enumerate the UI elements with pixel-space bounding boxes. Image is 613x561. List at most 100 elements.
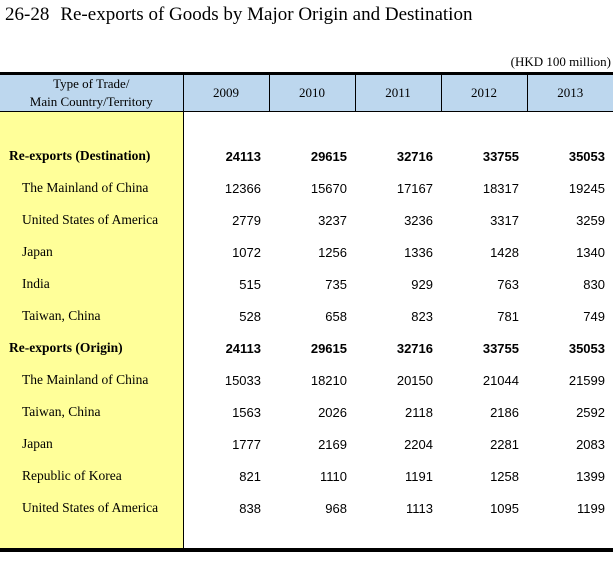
value-cell: 830 <box>583 276 605 292</box>
value-cell: 1428 <box>490 244 519 260</box>
value-cell: 1336 <box>404 244 433 260</box>
value-cell: 2281 <box>490 436 519 452</box>
value-cell: 823 <box>411 308 433 324</box>
value-cell: 929 <box>411 276 433 292</box>
header-cell-year-2009: 2009 <box>182 73 269 112</box>
value-cell: 1113 <box>406 500 433 516</box>
table-row: The Mainland of China 15033 18210 20150 2104… <box>0 364 613 396</box>
unit-note: (HKD 100 million) <box>510 54 611 69</box>
header-line-1: Type of Trade/ <box>53 76 130 92</box>
value-cell: 1095 <box>490 500 519 516</box>
table-row: United States of America 2779 3237 3236 3317… <box>0 204 613 236</box>
spacer-data-cell <box>183 524 613 550</box>
table-header: Type of Trade/ Main Country/Territory 20… <box>0 73 613 112</box>
spacer-label-cell <box>0 524 184 550</box>
value-cell: 15033 <box>224 372 261 388</box>
value-cell: 658 <box>325 308 347 324</box>
table-row: United States of America 838 968 1113 1095 11… <box>0 492 613 524</box>
row-label: The Mainland of China <box>0 172 184 204</box>
statistics-table: Type of Trade/ Main Country/Territory 20… <box>0 72 613 552</box>
row-label: The Mainland of China <box>0 364 184 396</box>
header-row: Type of Trade/ Main Country/Territory 20… <box>0 73 613 112</box>
spacer-row-top <box>0 111 613 141</box>
value-cell: 35053 <box>568 148 605 164</box>
value-cell: 1340 <box>576 244 605 260</box>
page-title: 26-28 Re-exports of Goods by Major Origin… <box>5 4 472 26</box>
value-cell: 3317 <box>490 212 519 228</box>
value-cell: 735 <box>325 276 347 292</box>
value-cell: 21599 <box>568 372 605 388</box>
value-cell: 24113 <box>225 148 261 164</box>
row-label: Republic of Korea <box>0 460 184 492</box>
row-label: United States of America <box>0 492 184 524</box>
value-cell: 1191 <box>405 468 433 484</box>
value-cell: 2026 <box>318 404 347 420</box>
table-row: Republic of Korea 821 1110 1191 1258 1399 <box>0 460 613 492</box>
row-label: India <box>0 268 184 300</box>
table-row: Re-exports (Origin) 24113 29615 32716 33755 3… <box>0 332 613 364</box>
header-cell-year-2013: 2013 <box>526 73 613 112</box>
value-cell: 1256 <box>318 244 347 260</box>
value-cell: 515 <box>239 276 261 292</box>
value-cell: 20150 <box>396 372 433 388</box>
value-cell: 763 <box>497 276 519 292</box>
row-label: Taiwan, China <box>0 396 184 428</box>
value-cell: 24113 <box>225 340 261 356</box>
value-cell: 1072 <box>232 244 261 260</box>
table-row: Re-exports (Destination) 24113 29615 32716 3… <box>0 140 613 172</box>
value-cell: 2169 <box>318 436 347 452</box>
value-cell: 12366 <box>224 180 261 196</box>
table-row: Japan 1072 1256 1336 1428 1340 <box>0 236 613 268</box>
table-row: Japan 1777 2169 2204 2281 2083 <box>0 428 613 460</box>
value-cell: 2592 <box>576 404 605 420</box>
table-row: Taiwan, China 1563 2026 2118 2186 2592 <box>0 396 613 428</box>
header-cell-year-2011: 2011 <box>354 73 441 112</box>
table-number: 26-28 <box>5 4 50 25</box>
value-cell: 1563 <box>232 404 261 420</box>
value-cell: 821 <box>239 468 261 484</box>
value-cell: 749 <box>583 308 605 324</box>
spacer-row-bottom <box>0 524 613 550</box>
value-cell: 1199 <box>577 500 605 516</box>
value-cell: 2186 <box>490 404 519 420</box>
header-cell-year-2012: 2012 <box>440 73 527 112</box>
value-cell: 32716 <box>396 340 433 356</box>
row-label: Re-exports (Origin) <box>0 332 184 364</box>
value-cell: 35053 <box>568 340 605 356</box>
spacer-label-cell <box>0 111 184 140</box>
row-label: Taiwan, China <box>0 300 184 332</box>
table-row: The Mainland of China 12366 15670 17167 1831… <box>0 172 613 204</box>
value-cell: 2779 <box>232 212 261 228</box>
value-cell: 3236 <box>404 212 433 228</box>
value-cell: 18210 <box>310 372 347 388</box>
row-label: Japan <box>0 236 184 268</box>
value-cell: 3237 <box>318 212 347 228</box>
row-label: United States of America <box>0 204 184 236</box>
value-cell: 32716 <box>396 148 433 164</box>
value-cell: 3259 <box>576 212 605 228</box>
table-body: Re-exports (Destination) 24113 29615 32716 3… <box>0 111 613 550</box>
value-cell: 18317 <box>482 180 519 196</box>
value-cell: 1777 <box>232 436 261 452</box>
value-cell: 1110 <box>320 468 347 484</box>
table-row: India 515 735 929 763 830 <box>0 268 613 300</box>
value-cell: 19245 <box>568 180 605 196</box>
header-cell-type-of-trade: Type of Trade/ Main Country/Territory <box>0 73 183 112</box>
value-cell: 33755 <box>482 148 519 164</box>
value-cell: 838 <box>239 500 261 516</box>
row-label: Re-exports (Destination) <box>0 140 184 172</box>
value-cell: 528 <box>239 308 261 324</box>
value-cell: 968 <box>325 500 347 516</box>
value-cell: 2083 <box>576 436 605 452</box>
value-cell: 29615 <box>310 148 347 164</box>
value-cell: 1258 <box>490 468 519 484</box>
row-label: Japan <box>0 428 184 460</box>
header-cell-year-2010: 2010 <box>268 73 355 112</box>
header-line-2: Main Country/Territory <box>29 94 153 109</box>
value-cell: 1399 <box>576 468 605 484</box>
value-cell: 2204 <box>404 436 433 452</box>
table-row: Taiwan, China 528 658 823 781 749 <box>0 300 613 332</box>
spacer-data-cell <box>183 112 613 141</box>
value-cell: 15670 <box>310 180 347 196</box>
value-cell: 17167 <box>396 180 433 196</box>
